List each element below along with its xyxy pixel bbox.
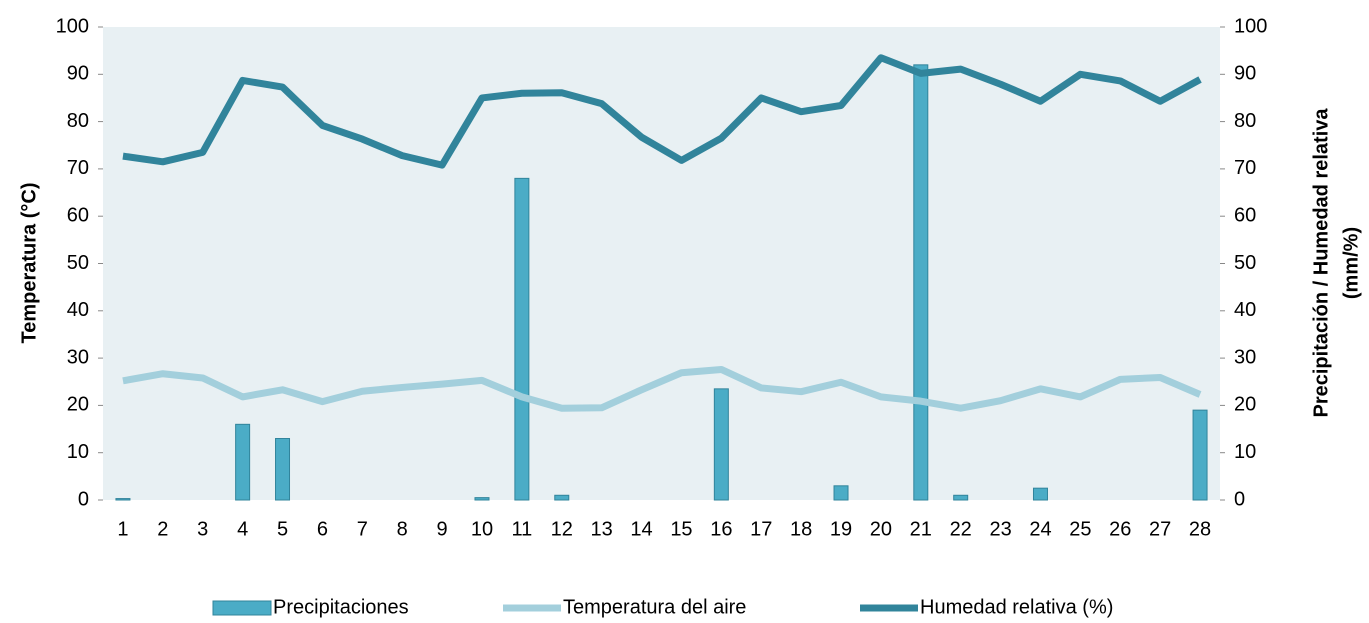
x-tick-label: 13: [591, 518, 613, 540]
y-tick-label: 70: [67, 157, 89, 179]
y2-tick-label: 0: [1234, 488, 1245, 510]
x-tick-label: 6: [317, 518, 328, 540]
bar: [713, 388, 729, 501]
legend-label: Temperatura del aire: [563, 596, 746, 618]
y2-axis-title: Precipitación / Humedad relativa: [1310, 108, 1332, 418]
x-tick-label: 21: [910, 518, 932, 540]
y-tick-label: 60: [67, 204, 89, 226]
plot-area: [103, 27, 1220, 500]
x-tick-label: 22: [950, 518, 972, 540]
x-tick-label: 10: [471, 518, 493, 540]
x-tick-label: 19: [830, 518, 852, 540]
bar: [514, 177, 530, 501]
x-tick-label: 2: [157, 518, 168, 540]
x-tick-label: 17: [750, 518, 772, 540]
y-tick-label: 0: [78, 488, 89, 510]
bar: [554, 494, 570, 501]
y-tick-label: 100: [56, 15, 89, 37]
y2-tick-label: 100: [1234, 15, 1267, 37]
x-tick-label: 5: [277, 518, 288, 540]
legend-swatch: [212, 600, 272, 616]
bar: [235, 423, 251, 501]
bar: [1192, 409, 1208, 501]
y-tick-label: 80: [67, 110, 89, 132]
x-tick-label: 16: [710, 518, 732, 540]
legend-label: Humedad relativa (%): [920, 596, 1113, 618]
x-tick-label: 27: [1149, 518, 1171, 540]
y-tick-label: 20: [67, 394, 89, 416]
y2-tick-label: 10: [1234, 441, 1256, 463]
x-tick-label: 4: [237, 518, 248, 540]
y2-tick-label: 40: [1234, 299, 1256, 321]
y-tick-label: 10: [67, 441, 89, 463]
y2-axis-title: (mm/%): [1340, 227, 1362, 299]
x-tick-label: 18: [790, 518, 812, 540]
y-tick-label: 40: [67, 299, 89, 321]
y2-tick-label: 30: [1234, 346, 1256, 368]
x-tick-label: 28: [1189, 518, 1211, 540]
bar: [275, 438, 291, 501]
x-tick-label: 1: [117, 518, 128, 540]
x-tick-label: 15: [670, 518, 692, 540]
bar: [833, 485, 849, 501]
x-tick-label: 23: [989, 518, 1011, 540]
x-tick-label: 25: [1069, 518, 1091, 540]
y2-tick-label: 80: [1234, 110, 1256, 132]
x-tick-label: 3: [197, 518, 208, 540]
line: [122, 54, 1202, 169]
bar: [115, 498, 131, 501]
y-tick-label: 50: [67, 252, 89, 274]
y2-tick-label: 90: [1234, 63, 1256, 85]
line: [122, 365, 1202, 412]
x-tick-label: 24: [1029, 518, 1051, 540]
bar: [913, 64, 929, 501]
x-tick-label: 20: [870, 518, 892, 540]
legend-label: Precipitaciones: [273, 596, 409, 618]
x-tick-label: 12: [551, 518, 573, 540]
x-tick-label: 7: [357, 518, 368, 540]
x-tick-label: 11: [511, 518, 532, 540]
y-axis-title: Temperatura (°C): [18, 183, 40, 344]
x-tick-label: 9: [437, 518, 448, 540]
y2-tick-label: 60: [1234, 204, 1256, 226]
bar: [953, 494, 969, 501]
y-tick-label: 30: [67, 346, 89, 368]
x-tick-label: 8: [397, 518, 408, 540]
bar: [1032, 487, 1048, 501]
bar: [474, 497, 490, 501]
y2-tick-label: 50: [1234, 252, 1256, 274]
y-tick-label: 90: [67, 63, 89, 85]
x-tick-label: 26: [1109, 518, 1131, 540]
y2-tick-label: 70: [1234, 157, 1256, 179]
x-tick-label: 14: [630, 518, 652, 540]
y2-tick-label: 20: [1234, 394, 1256, 416]
